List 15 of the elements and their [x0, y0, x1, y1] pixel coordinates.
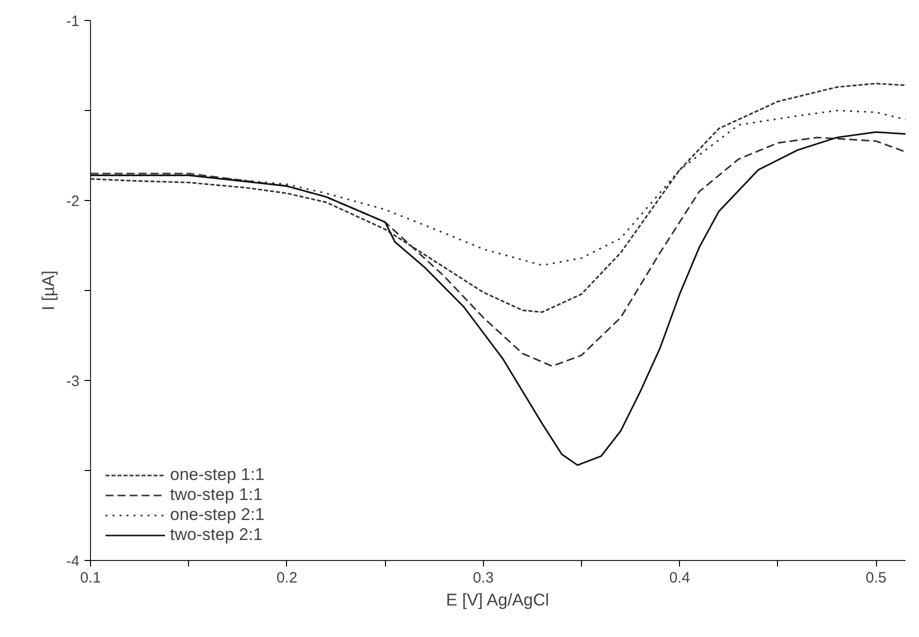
x-tick-label: 0.4 — [669, 570, 690, 586]
y-tick-label: -4 — [66, 553, 80, 570]
legend-label: one-step 1:1 — [170, 465, 265, 485]
x-axis-title: E [V] Ag/AgCl — [446, 590, 550, 610]
legend-label: one-step 2:1 — [170, 505, 265, 525]
y-tick-label: -3 — [66, 373, 80, 390]
y-tick-label: -2 — [66, 193, 80, 210]
x-tick-label: 0.3 — [472, 570, 494, 586]
legend-label: two-step 1:1 — [170, 485, 263, 505]
x-tick-label: 0.1 — [80, 570, 101, 586]
legend-label: two-step 2:1 — [170, 525, 263, 545]
y-tick-label: -1 — [66, 13, 80, 30]
y-axis-title: I [µA] — [39, 270, 58, 311]
x-tick-label: 0.2 — [276, 570, 298, 586]
x-tick-label: 0.5 — [866, 570, 886, 586]
